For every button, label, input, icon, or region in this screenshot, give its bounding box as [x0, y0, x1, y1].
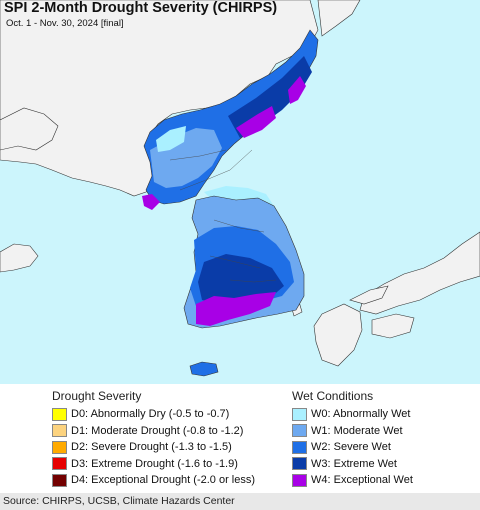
legend-label-w0: W0: Abnormally Wet — [311, 408, 411, 421]
south-korea-extreme-wet — [198, 254, 284, 304]
japan-shikoku — [371, 313, 415, 339]
legend-item-d2: D2: Severe Drought (-1.3 to -1.5) — [52, 439, 292, 456]
drought-legend-heading: Drought Severity — [52, 389, 142, 403]
north-korea-exceptional-wet-west — [142, 194, 160, 210]
north-korea-exceptional-wet — [236, 106, 276, 138]
swatch-w4 — [292, 473, 307, 487]
wet-conditions-legend: Wet Conditions W0: Abnormally Wet W1: Mo… — [292, 388, 480, 488]
north-korea-extreme-wet — [228, 56, 312, 138]
north-korea-exceptional-wet-ne — [288, 76, 306, 104]
wet-legend-heading: Wet Conditions — [292, 389, 374, 403]
swatch-w0 — [292, 407, 307, 421]
source-credit: Source: CHIRPS, UCSB, Climate Hazards Ce… — [3, 495, 235, 507]
legend-label-w3: W3: Extreme Wet — [311, 457, 397, 470]
drought-severity-legend: Drought Severity D0: Abnormally Dry (-0.… — [52, 388, 292, 488]
japan-honshu-west — [349, 285, 389, 305]
legend-item-w3: W3: Extreme Wet — [292, 456, 480, 473]
legend-item-d4: D4: Exceptional Drought (-2.0 or less) — [52, 472, 292, 489]
province-boundaries — [169, 149, 277, 283]
legend-item-d3: D3: Extreme Drought (-1.6 to -1.9) — [52, 456, 292, 473]
legend-label-w1: W1: Moderate Wet — [311, 424, 403, 437]
legend-label-d0: D0: Abnormally Dry (-0.5 to -0.7) — [71, 408, 230, 421]
russia-coast — [317, 0, 361, 37]
legend-label-d1: D1: Moderate Drought (-0.8 to -1.2) — [71, 424, 244, 437]
swatch-w1 — [292, 424, 307, 438]
legend-label-d3: D3: Extreme Drought (-1.6 to -1.9) — [71, 457, 238, 470]
swatch-d3 — [52, 457, 67, 471]
swatch-d4 — [52, 473, 67, 487]
japan-honshu — [359, 231, 480, 315]
legend-label-d4: D4: Exceptional Drought (-2.0 or less) — [71, 474, 256, 487]
map-title: SPI 2-Month Drought Severity (CHIRPS) — [4, 0, 278, 16]
swatch-d2 — [52, 440, 67, 454]
legend-item-d1: D1: Moderate Drought (-0.8 to -1.2) — [52, 423, 292, 440]
swatch-d0 — [52, 407, 67, 421]
legend-label-d2: D2: Severe Drought (-1.3 to -1.5) — [71, 441, 232, 454]
north-korea-abnormal-wet — [156, 126, 186, 152]
legend-label-w4: W4: Exceptional Wet — [311, 474, 413, 487]
map-panel — [0, 0, 480, 384]
swatch-w3 — [292, 457, 307, 471]
south-korea-exceptional-wet — [196, 292, 276, 326]
shandong-peninsula — [0, 243, 39, 273]
liaodong-peninsula — [0, 107, 59, 151]
legend-item-w4: W4: Exceptional Wet — [292, 472, 480, 489]
swatch-d1 — [52, 424, 67, 438]
legend-label-w2: W2: Severe Wet — [311, 441, 391, 454]
legend-item-w2: W2: Severe Wet — [292, 439, 480, 456]
jeju-island — [189, 361, 219, 377]
drought-map — [0, 0, 480, 384]
japan-kyushu — [313, 303, 363, 367]
swatch-w2 — [292, 440, 307, 454]
legend-item-w1: W1: Moderate Wet — [292, 423, 480, 440]
legend-item-d0: D0: Abnormally Dry (-0.5 to -0.7) — [52, 406, 292, 423]
map-subtitle: Oct. 1 - Nov. 30, 2024 [final] — [6, 18, 124, 29]
source-bar: Source: CHIRPS, UCSB, Climate Hazards Ce… — [0, 493, 480, 510]
legend-item-w0: W0: Abnormally Wet — [292, 406, 480, 423]
